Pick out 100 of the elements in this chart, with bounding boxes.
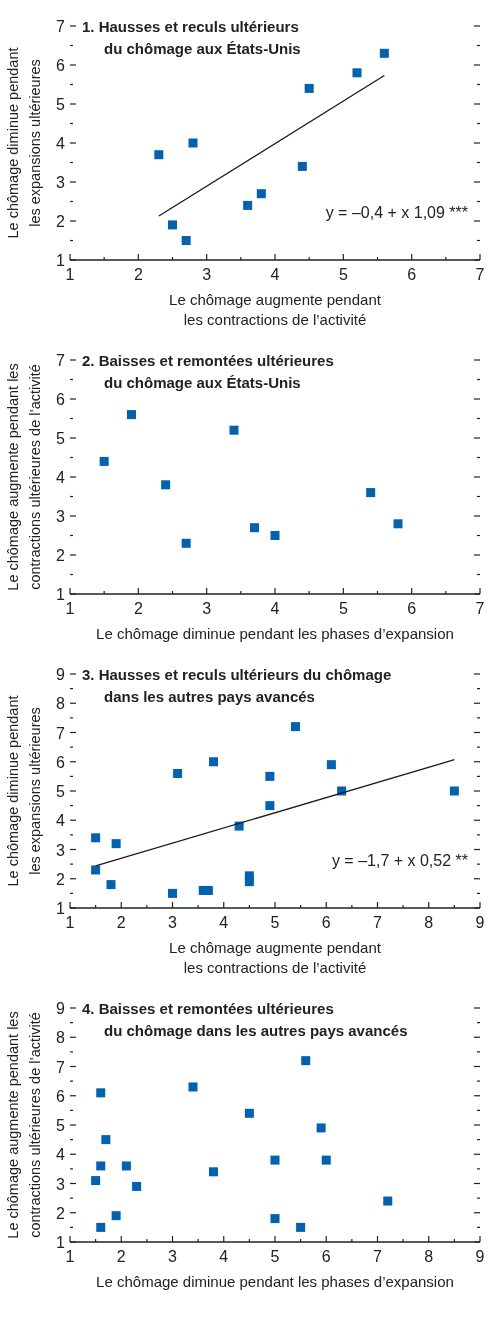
x-tick-label: 3 (202, 600, 212, 617)
point (96, 1088, 106, 1098)
y-tick-label: 5 (56, 430, 66, 447)
y-axis-title: Le chômage augmente pendant les contractions ultérieures de l’activité (5, 363, 43, 591)
x-tick-label: 4 (270, 266, 280, 283)
y-tick-label: 5 (56, 1117, 66, 1134)
y-axis-title: Le chômage diminue pendant les expansions ultérieures (5, 695, 43, 887)
point (270, 1155, 280, 1165)
point (96, 1222, 106, 1232)
x-tick-label: 6 (407, 266, 417, 283)
x-axis-title: Le chômage diminue pendant les phases d’expansion (96, 625, 454, 642)
point (101, 1135, 111, 1145)
point (301, 1056, 311, 1066)
y-tick-label: 3 (56, 174, 66, 191)
x-tick-label: 6 (321, 914, 331, 931)
point (188, 138, 198, 148)
point (243, 200, 253, 210)
annotation: y = –1,7 + x 0,52 ** (331, 851, 468, 869)
y-axis-title: Le chômage augmente pendant les contractions ultérieures de l’activité (5, 1011, 43, 1239)
point (99, 456, 109, 466)
x-tick-label: 7 (475, 600, 485, 617)
x-tick-label: 5 (338, 266, 348, 283)
x-tick-label: 2 (116, 914, 126, 931)
x-tick-label: 2 (133, 266, 143, 283)
x-tick-label: 4 (270, 600, 280, 617)
point (168, 888, 177, 898)
y-tick-label: 2 (56, 870, 66, 888)
point (256, 189, 266, 199)
point (229, 425, 239, 435)
point (270, 1214, 280, 1224)
y-tick-label: 7 (56, 1058, 66, 1076)
y-tick-label: 6 (56, 391, 66, 408)
y-tick-label: 6 (56, 1087, 66, 1105)
x-tick-label: 7 (373, 914, 383, 931)
point (265, 771, 275, 781)
y-tick-label: 1 (56, 1234, 66, 1251)
x-tick-label: 3 (202, 266, 212, 283)
point (296, 1222, 306, 1232)
x-tick-label: 6 (321, 1248, 331, 1265)
point (304, 83, 314, 93)
y-tick-label: 4 (56, 812, 66, 830)
y-tick-label: 2 (56, 1204, 66, 1222)
point (188, 1082, 198, 1092)
x-tick-label: 6 (407, 600, 417, 617)
y-tick-label: 1 (56, 900, 66, 917)
chart-title: 4. Baisses et remontées ultérieures du chômage dans les autres pays avancés (82, 1000, 408, 1039)
point (111, 839, 121, 849)
x-tick-label: 8 (424, 1248, 434, 1265)
annotation: y = –0,4 + x 1,09 *** (325, 203, 468, 221)
y-tick-label: 6 (56, 57, 66, 74)
point (393, 519, 403, 529)
x-tick-label: 3 (168, 914, 178, 931)
y-tick-label: 9 (56, 666, 66, 683)
chart-title: 2. Baisses et remontées ultérieures du chômage aux États-Unis (82, 352, 334, 391)
point (250, 523, 259, 533)
x-axis-title: Le chômage augmente pendant les contractions de l’activité (169, 291, 382, 328)
y-tick-label: 9 (56, 1000, 66, 1017)
point (106, 880, 116, 890)
y-axis-title: Le chômage diminue pendant les expansions ultérieures (5, 47, 43, 239)
y-tick-label: 2 (56, 547, 66, 564)
point (132, 1181, 142, 1191)
y-tick-label: 3 (56, 841, 66, 859)
point (321, 1155, 331, 1165)
x-axis-title: Le chômage augmente pendant les contractions de l’activité (169, 939, 382, 976)
point (379, 48, 389, 58)
point (291, 722, 300, 732)
point (91, 833, 101, 843)
point (383, 1196, 393, 1206)
point (203, 885, 213, 895)
y-tick-label: 6 (56, 753, 66, 771)
y-tick-label: 1 (56, 586, 66, 603)
point (181, 538, 191, 548)
chart-title: 3. Hausses et reculs ultérieurs du chômage dans les autres pays avancés (82, 666, 392, 705)
y-tick-label: 7 (56, 18, 66, 35)
y-tick-label: 2 (56, 213, 66, 230)
x-tick-label: 5 (270, 914, 280, 931)
x-tick-label: 9 (475, 1248, 485, 1265)
y-tick-label: 1 (56, 252, 66, 269)
y-tick-label: 4 (56, 1146, 66, 1164)
y-tick-label: 7 (56, 352, 66, 369)
chart-title: 1. Hausses et reculs ultérieurs du chômage aux États-Unis (82, 18, 301, 57)
y-tick-label: 3 (56, 1175, 66, 1193)
point (326, 760, 336, 770)
point (111, 1211, 121, 1221)
x-tick-label: 5 (338, 600, 348, 617)
y-tick-label: 4 (56, 469, 66, 486)
y-tick-label: 8 (56, 695, 66, 713)
y-tick-label: 5 (56, 783, 66, 800)
point (127, 410, 136, 420)
point (297, 161, 307, 171)
y-tick-label: 3 (56, 508, 66, 525)
point (265, 801, 275, 811)
x-tick-label: 7 (373, 1248, 383, 1265)
point (244, 877, 254, 887)
point (96, 1161, 106, 1171)
x-tick-label: 8 (424, 914, 434, 931)
y-tick-label: 8 (56, 1029, 66, 1047)
y-tick-label: 4 (56, 135, 66, 152)
x-tick-label: 4 (219, 914, 229, 931)
point (209, 757, 218, 767)
